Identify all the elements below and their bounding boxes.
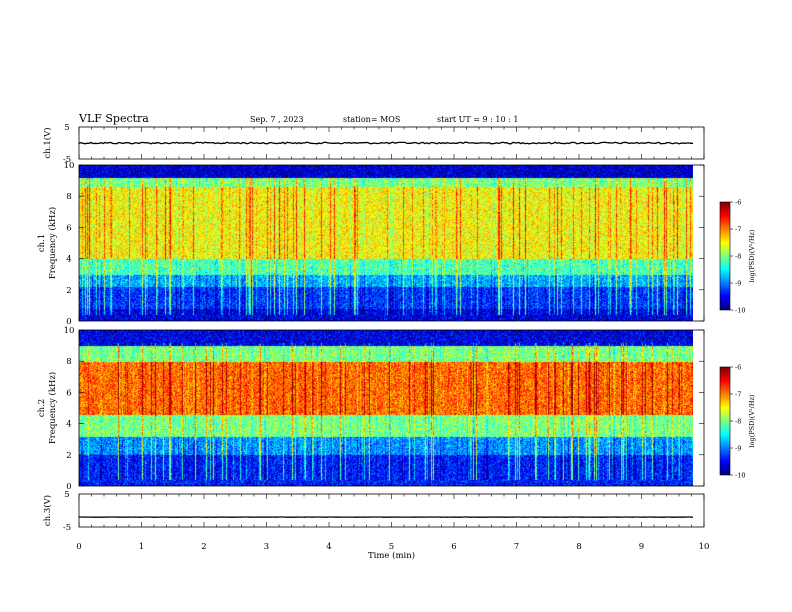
x-tick-label: 1	[139, 542, 144, 552]
x-tick-label: 6	[451, 542, 456, 552]
y-axis-label: ch.2	[37, 399, 47, 417]
y-tick-label: 5	[64, 123, 69, 133]
y-tick-label: 4	[66, 255, 71, 265]
colorbar-tick-label: -10	[735, 307, 745, 315]
x-tick-label: 5	[389, 542, 394, 552]
y-tick-label: 8	[66, 357, 71, 367]
y-tick-label: 8	[66, 192, 71, 202]
y-tick-label: 10	[64, 161, 75, 171]
ch1_spectrogram-image	[79, 165, 693, 321]
y-tick-label: -5	[63, 155, 71, 165]
colorbar-2	[720, 202, 730, 310]
x-tick-label: 9	[639, 542, 644, 552]
x-tick-label: 8	[576, 542, 581, 552]
y-axis-label: ch.1(V)	[42, 127, 53, 158]
station-label: station= MOS	[343, 115, 401, 124]
y-tick-label: 0	[66, 317, 71, 327]
colorbar-tick-label: -7	[735, 391, 741, 399]
x-tick-label: 10	[699, 542, 710, 552]
colorbar-label: log(PSD)(V²/Hz)	[748, 394, 756, 447]
colorbar-tick-label: -7	[735, 226, 741, 234]
colorbar-tick-label: -9	[735, 445, 741, 453]
colorbar-tick-label: -8	[735, 253, 741, 261]
x-axis-label: Time (min)	[368, 550, 415, 561]
y-tick-label: 2	[66, 286, 71, 296]
y-tick-label: 0	[66, 482, 71, 492]
chart-title: VLF Spectra	[79, 112, 149, 125]
x-tick-label: 7	[514, 542, 519, 552]
x-tick-label: 3	[264, 542, 269, 552]
x-tick-label: 2	[201, 542, 206, 552]
colorbar-tick-label: -10	[735, 472, 745, 480]
x-tick-label: 0	[76, 542, 81, 552]
colorbar-3	[720, 367, 730, 475]
y-tick-label: 6	[66, 388, 71, 398]
ch1_voltage-trace	[78, 141, 693, 145]
colorbar-tick-label: -6	[735, 199, 741, 207]
y-axis-label: ch.1	[37, 234, 47, 252]
y-tick-label: 2	[66, 451, 71, 461]
colorbar-tick-label: -6	[735, 364, 741, 372]
y-axis-label: ch.3(V)	[42, 495, 53, 526]
ch2_spectrogram-image	[79, 330, 693, 486]
y-tick-label: 6	[66, 223, 71, 233]
y-axis-label: Frequency (kHz)	[47, 207, 58, 279]
colorbar-tick-label: -8	[735, 418, 741, 426]
colorbar-label: log(PSD)(V²/Hz)	[748, 229, 756, 282]
y-tick-label: -5	[63, 523, 71, 533]
y-tick-label: 5	[64, 490, 69, 500]
x-tick-label: 4	[326, 542, 331, 552]
colorbar-tick-label: -9	[735, 280, 741, 288]
start-time-label: start UT = 9 : 10 : 1	[437, 115, 519, 124]
y-tick-label: 10	[64, 326, 75, 336]
y-axis-label: Frequency (kHz)	[47, 372, 58, 444]
date-label: Sep. 7 , 2023	[250, 115, 304, 124]
y-tick-label: 4	[66, 420, 71, 430]
